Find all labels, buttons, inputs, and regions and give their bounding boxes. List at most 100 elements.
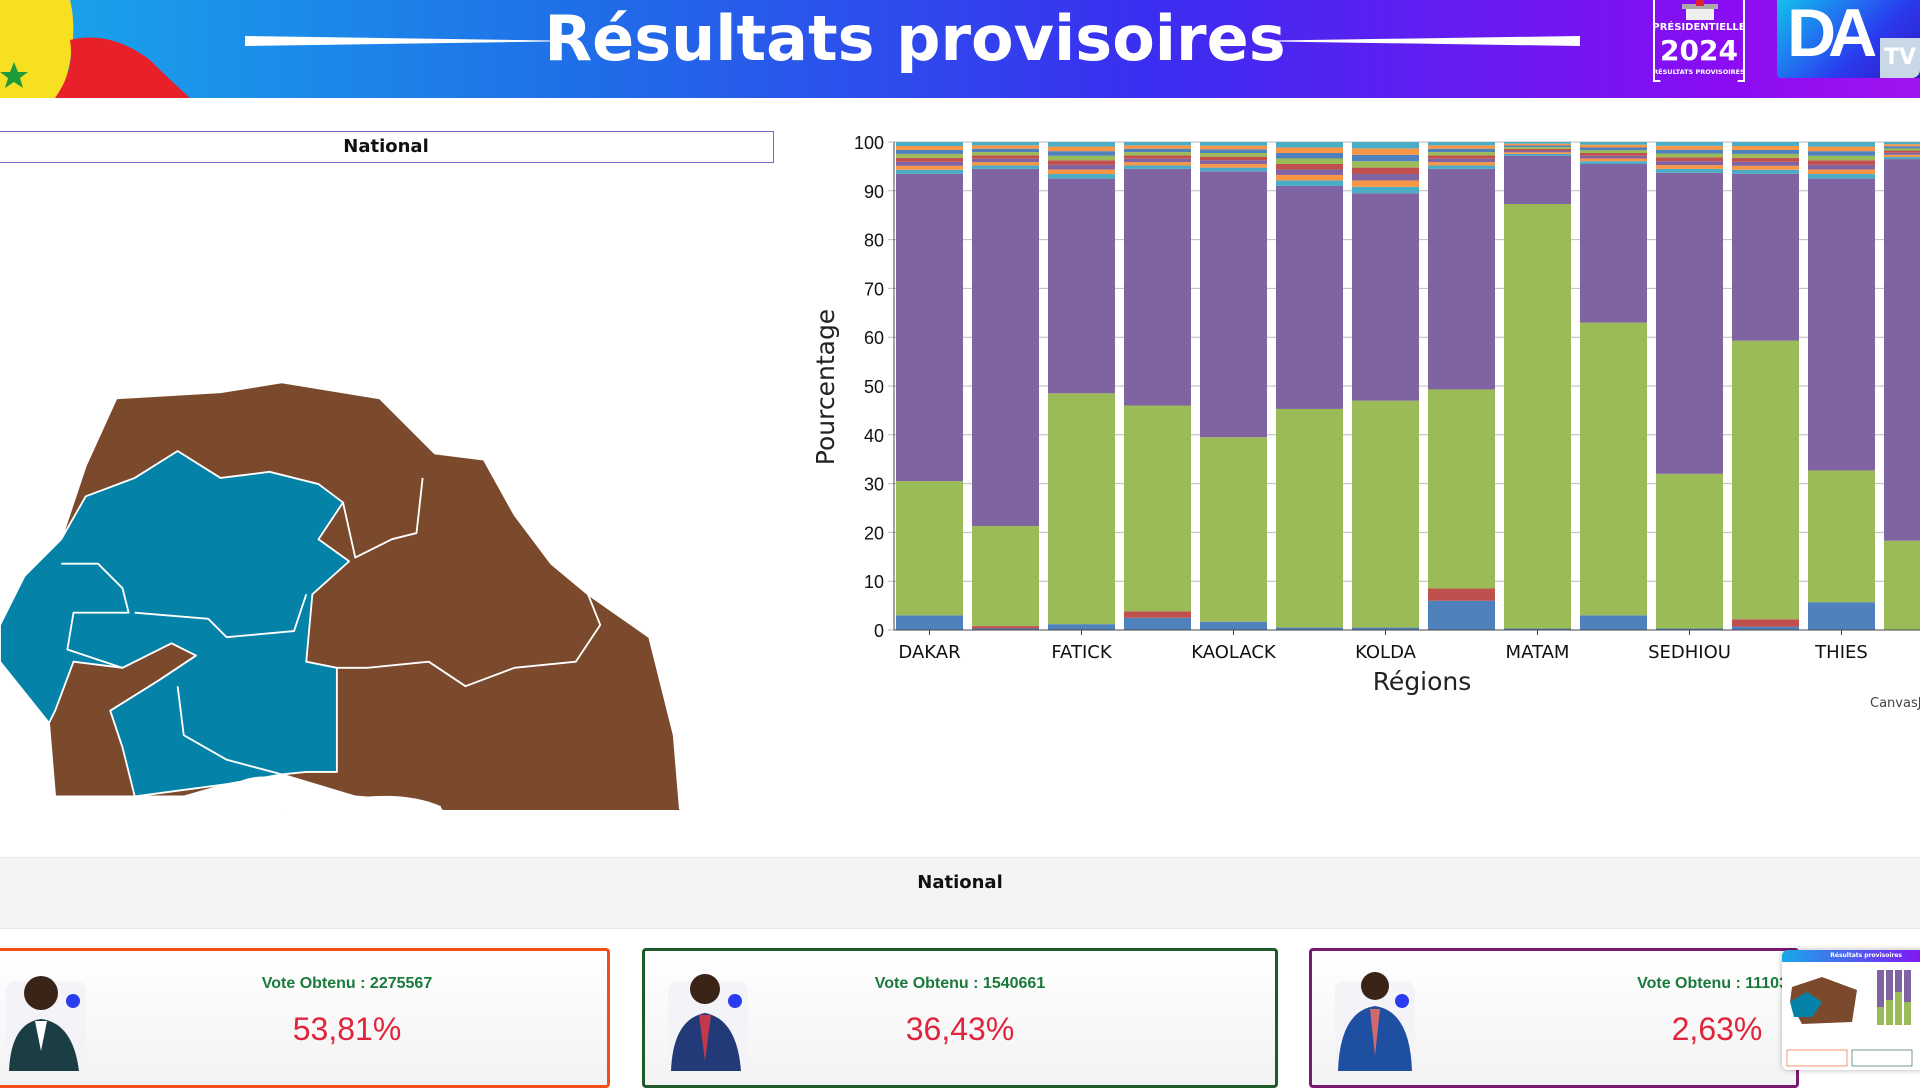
decorative-line-left [245, 36, 550, 46]
bar-segment-other [1124, 142, 1191, 146]
bar-segment-other [1504, 150, 1571, 153]
bar-segment [1504, 155, 1571, 204]
bar-segment-other [1124, 155, 1191, 159]
bar-segment-other [896, 165, 963, 170]
candidate-photo [668, 974, 748, 1071]
bar-segment-other [972, 148, 1039, 153]
chart-credit: CanvasJ [1870, 696, 1920, 711]
bar-segment [972, 628, 1039, 630]
bar-segment-other [1048, 146, 1115, 152]
bar-segment-other [1200, 145, 1267, 150]
bar-segment [1276, 408, 1343, 628]
bar-segment [1352, 193, 1419, 401]
bar-segment [1352, 400, 1419, 628]
bar-segment [1428, 168, 1495, 390]
bar-segment-other [1504, 142, 1571, 144]
header-banner: Résultats provisoires PRÉSIDENTIELLE 202… [0, 0, 1920, 98]
bar-segment-other [896, 157, 963, 162]
bar-segment [1428, 588, 1495, 601]
bar-segment-other [1656, 149, 1723, 154]
bar-segment-other [1808, 146, 1875, 152]
bar-segment [1580, 615, 1647, 630]
y-tick-label: 100 [854, 133, 884, 153]
bar-segment-other [1884, 148, 1920, 151]
bar-segment [1656, 628, 1723, 630]
bar-segment-other [1808, 151, 1875, 156]
gambia-gap [226, 776, 442, 810]
bar-segment-other [1884, 146, 1920, 149]
y-tick-label: 20 [864, 523, 884, 543]
bar-segment-other [1048, 164, 1115, 170]
vote-count: Vote Obtenu : 111032 [1637, 975, 1797, 992]
bar-segment [1732, 340, 1799, 620]
bar-segment-other [1884, 142, 1920, 145]
bar-segment [1276, 185, 1343, 409]
bar-segment [1656, 172, 1723, 474]
bar-segment-other [1428, 155, 1495, 159]
candidate-card[interactable]: Vote Obtenu : 2275567 53,81% [0, 948, 610, 1088]
bar-segment [1352, 627, 1419, 630]
bar-segment-other [1352, 180, 1419, 187]
x-axis-title: Régions [1373, 667, 1472, 696]
bar-segment-other [1884, 156, 1920, 160]
x-tick-label: DAKAR [898, 642, 960, 663]
bar-segment-other [972, 152, 1039, 156]
bar-segment-other [1276, 158, 1343, 164]
preview-thumbnail[interactable]: Résultats provisoires [1782, 950, 1920, 1070]
bar-segment-other [1808, 164, 1875, 170]
bar-segment [1656, 473, 1723, 629]
bar-segment-other [1808, 174, 1875, 179]
bar-segment-other [1428, 165, 1495, 169]
bar-segment [896, 173, 963, 482]
badge-top-text: PRÉSIDENTIELLE [1652, 22, 1746, 33]
senegal-results-map [0, 381, 683, 810]
bar-segment-other [972, 162, 1039, 166]
y-tick-label: 0 [874, 621, 884, 641]
bar-segment-other [1048, 174, 1115, 179]
bar-segment [896, 615, 963, 630]
bar-segment-other [896, 149, 963, 154]
bar-segment-other [1656, 157, 1723, 162]
bar-segment [1048, 178, 1115, 394]
vote-percent: 36,43% [905, 1011, 1015, 1047]
bar-segment-other [1428, 148, 1495, 153]
bar-segment-other [1732, 145, 1799, 150]
bar-segment-other [972, 142, 1039, 146]
bar-segment-other [1352, 142, 1419, 149]
bar-segment-other [1200, 152, 1267, 157]
bar-segment-other [1580, 152, 1647, 156]
bar-segment [1580, 163, 1647, 323]
bar-segment-other [1048, 151, 1115, 156]
bar-segment-other [1276, 163, 1343, 170]
bar-segment-other [1656, 145, 1723, 150]
bar-segment-other [896, 145, 963, 150]
bar-segment-other [1732, 142, 1799, 146]
y-tick-label: 30 [864, 475, 884, 495]
bar-segment-other [1200, 156, 1267, 161]
bar-segment-other [972, 165, 1039, 169]
bar-segment [1048, 393, 1115, 625]
y-tick-label: 70 [864, 279, 884, 299]
bar-segment [1124, 617, 1191, 630]
bar-segment-other [972, 145, 1039, 149]
bar-segment-other [1580, 150, 1647, 153]
y-axis-title: Pourcentage [811, 309, 840, 465]
badge-year: 2024 [1660, 34, 1738, 67]
bar-segment [1048, 624, 1115, 630]
thumbnail-preview-image [1786, 970, 1913, 1067]
bar-segment [1884, 540, 1920, 630]
bar-segment-other [1884, 154, 1920, 157]
candidate-card[interactable]: Vote Obtenu : 1540661 36,43% [642, 948, 1278, 1088]
candidate-card[interactable]: Vote Obtenu : 111032 2,63% [1309, 948, 1799, 1088]
summary-title: National [0, 857, 1920, 929]
bar-segment-other [1580, 161, 1647, 164]
bar-segment [972, 168, 1039, 527]
bar-segment [1732, 626, 1799, 630]
bar-segment-other [896, 153, 963, 158]
bar-segment-other [1352, 186, 1419, 194]
y-tick-label: 50 [864, 377, 884, 397]
candidate-photo [6, 976, 86, 1071]
bar-segment-other [1276, 142, 1343, 148]
bar-segment-other [1352, 161, 1419, 168]
y-tick-label: 40 [864, 426, 884, 446]
